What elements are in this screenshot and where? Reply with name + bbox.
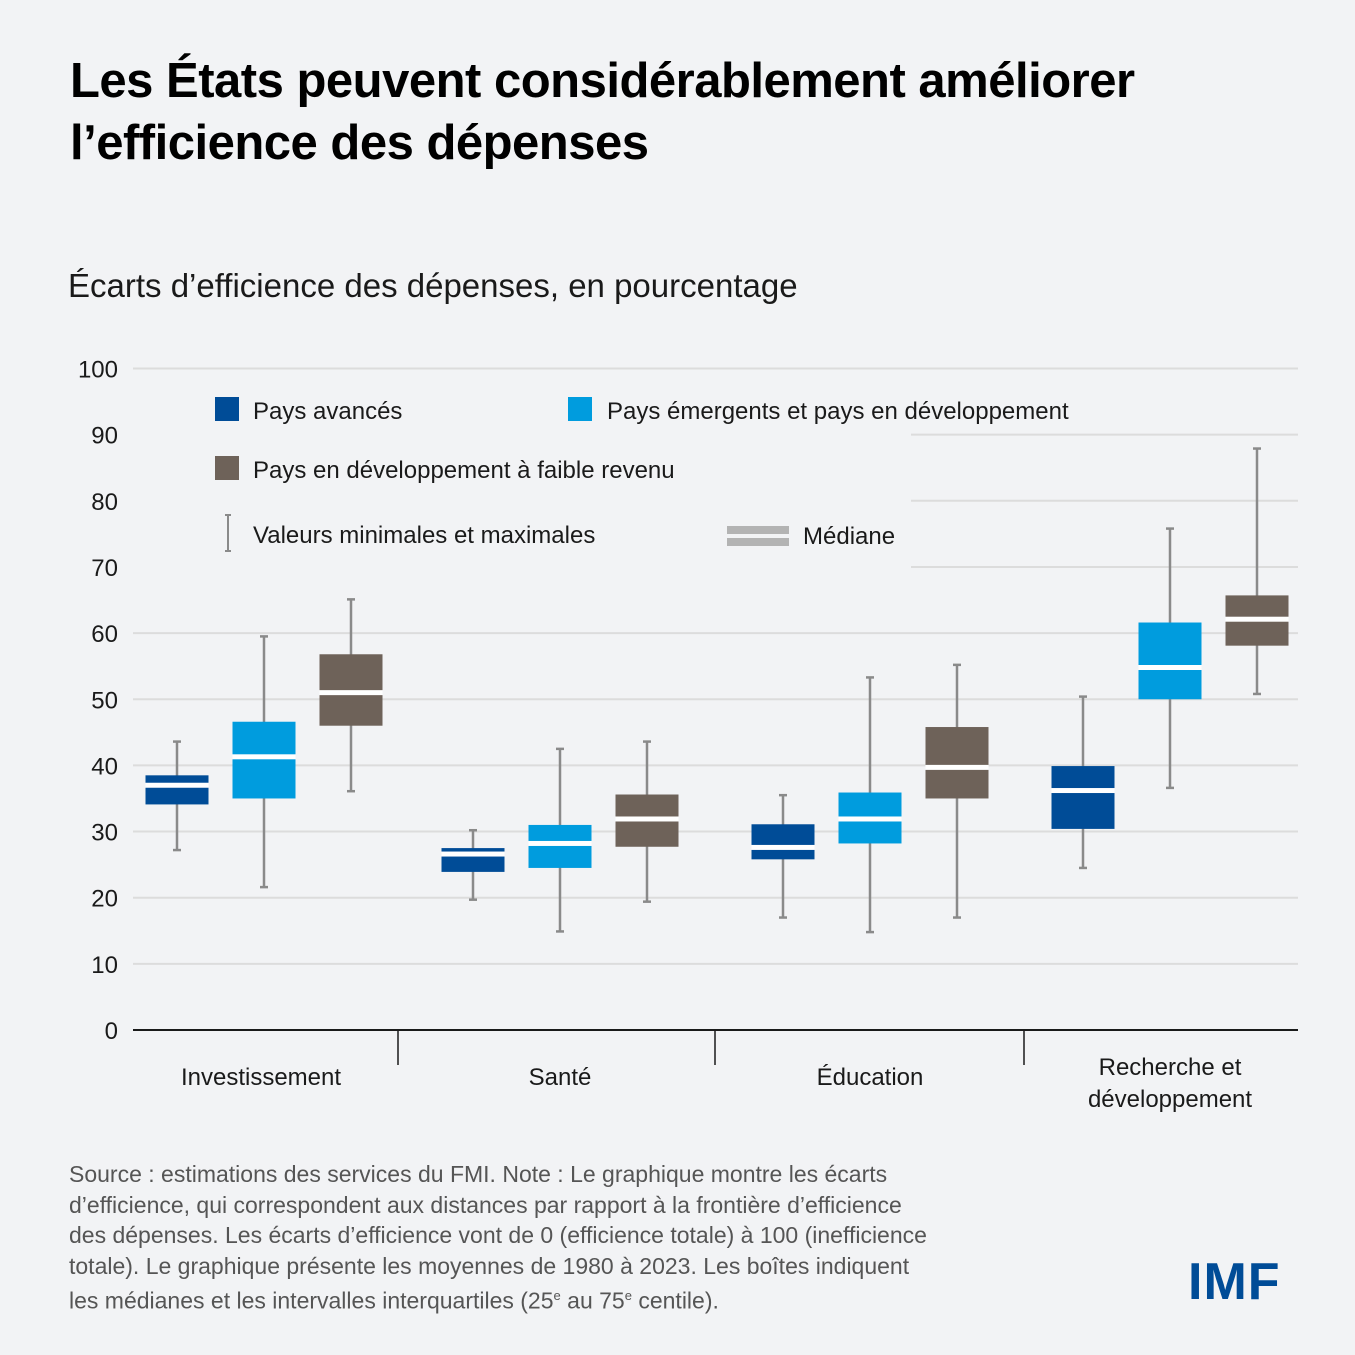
iqr-box — [751, 824, 815, 860]
y-tick-label: 40 — [91, 753, 118, 780]
note-line: Source : estimations des services du FMI… — [69, 1161, 888, 1187]
y-tick-label: 50 — [91, 687, 118, 714]
median-line — [441, 851, 505, 857]
median-line — [145, 782, 209, 788]
y-tick-label: 60 — [91, 621, 118, 648]
box-emerging-2 — [838, 676, 902, 934]
legend: Pays avancés Pays émergents et pays en d… — [133, 388, 1069, 578]
legend-label-advanced: Pays avancés — [253, 398, 402, 425]
iqr-box — [232, 721, 296, 799]
iqr-box — [1051, 766, 1115, 829]
y-tick-label: 20 — [91, 886, 118, 913]
median-line — [1051, 788, 1115, 794]
legend-swatch-emerging — [568, 397, 592, 421]
median-line — [751, 844, 815, 850]
note-text: les médianes et les intervalles interqua… — [69, 1287, 554, 1314]
box-advanced-0 — [145, 740, 209, 852]
median-line — [232, 754, 296, 760]
x-axis: Investissement Santé Éducation Recherche et… — [133, 1029, 1298, 1113]
median-line — [319, 690, 383, 696]
box-low_income-0 — [319, 598, 383, 793]
note-line: d’efficience, qui correspondent aux dist… — [69, 1191, 902, 1218]
note-text: centile). — [631, 1287, 719, 1314]
x-category-label: Éducation — [817, 1064, 924, 1091]
y-tick-label: 0 — [105, 1018, 118, 1045]
box-advanced-2 — [751, 793, 815, 919]
legend-label-emerging: Pays émergents et pays en développement — [607, 398, 1069, 425]
iqr-box — [1138, 622, 1202, 700]
legend-background — [133, 388, 911, 578]
imf-logo: IMF — [1188, 1253, 1281, 1311]
note-superscript: e — [624, 1288, 632, 1303]
box-low_income-2 — [925, 663, 989, 919]
legend-swatch-advanced — [215, 397, 239, 421]
box-emerging-3 — [1138, 527, 1202, 790]
box-advanced-3 — [1051, 695, 1115, 870]
median-line — [615, 816, 679, 822]
iqr-box — [925, 727, 989, 799]
iqr-box — [319, 654, 383, 726]
box-low_income-1 — [615, 740, 679, 903]
note-line: les médianes et les intervalles interqua… — [69, 1281, 1069, 1316]
legend-label-minmax: Valeurs minimales et maximales — [253, 522, 595, 549]
box-emerging-0 — [232, 635, 296, 889]
y-tick-label: 80 — [91, 489, 118, 516]
boxes — [145, 447, 1289, 934]
source-note: Source : estimations des services du FMI… — [69, 1159, 1069, 1316]
median-line — [838, 816, 902, 822]
chart-title: Les États peuvent considérablement améli… — [70, 54, 1135, 170]
y-tick-label: 30 — [91, 820, 118, 847]
x-category-label: développement — [1088, 1086, 1252, 1113]
legend-median-icon — [727, 526, 789, 546]
y-tick-label: 70 — [91, 555, 118, 582]
box-low_income-3 — [1225, 447, 1289, 696]
legend-label-median: Médiane — [803, 523, 895, 550]
legend-swatch-low-income — [215, 456, 239, 480]
iqr-box — [145, 775, 209, 805]
y-tick-label: 90 — [91, 423, 118, 450]
box-advanced-1 — [441, 828, 505, 901]
legend-label-low-income: Pays en développement à faible revenu — [253, 457, 675, 484]
y-tick-label: 10 — [91, 952, 118, 979]
note-line: des dépenses. Les écarts d’efficience vo… — [69, 1222, 927, 1248]
x-category-label: Santé — [529, 1064, 592, 1091]
note-text: au 75 — [560, 1287, 625, 1314]
box-emerging-1 — [528, 747, 592, 933]
median-line — [925, 764, 989, 770]
chart-subtitle: Écarts d’efficience des dépenses, en pou… — [68, 267, 798, 304]
note-line: totale). Le graphique présente les moyen… — [69, 1252, 910, 1279]
y-tick-label: 100 — [78, 357, 118, 384]
x-category-label: Investissement — [181, 1064, 341, 1091]
median-line — [1138, 664, 1202, 670]
legend-minmax-icon — [225, 514, 231, 552]
note-superscript: e — [553, 1288, 561, 1303]
median-line — [1225, 616, 1289, 622]
median-line — [528, 840, 592, 846]
y-axis-ticks: 0 10 20 30 40 50 60 70 80 90 100 — [78, 357, 118, 1046]
iqr-box — [528, 824, 592, 868]
x-category-label: Recherche et — [1099, 1054, 1242, 1081]
